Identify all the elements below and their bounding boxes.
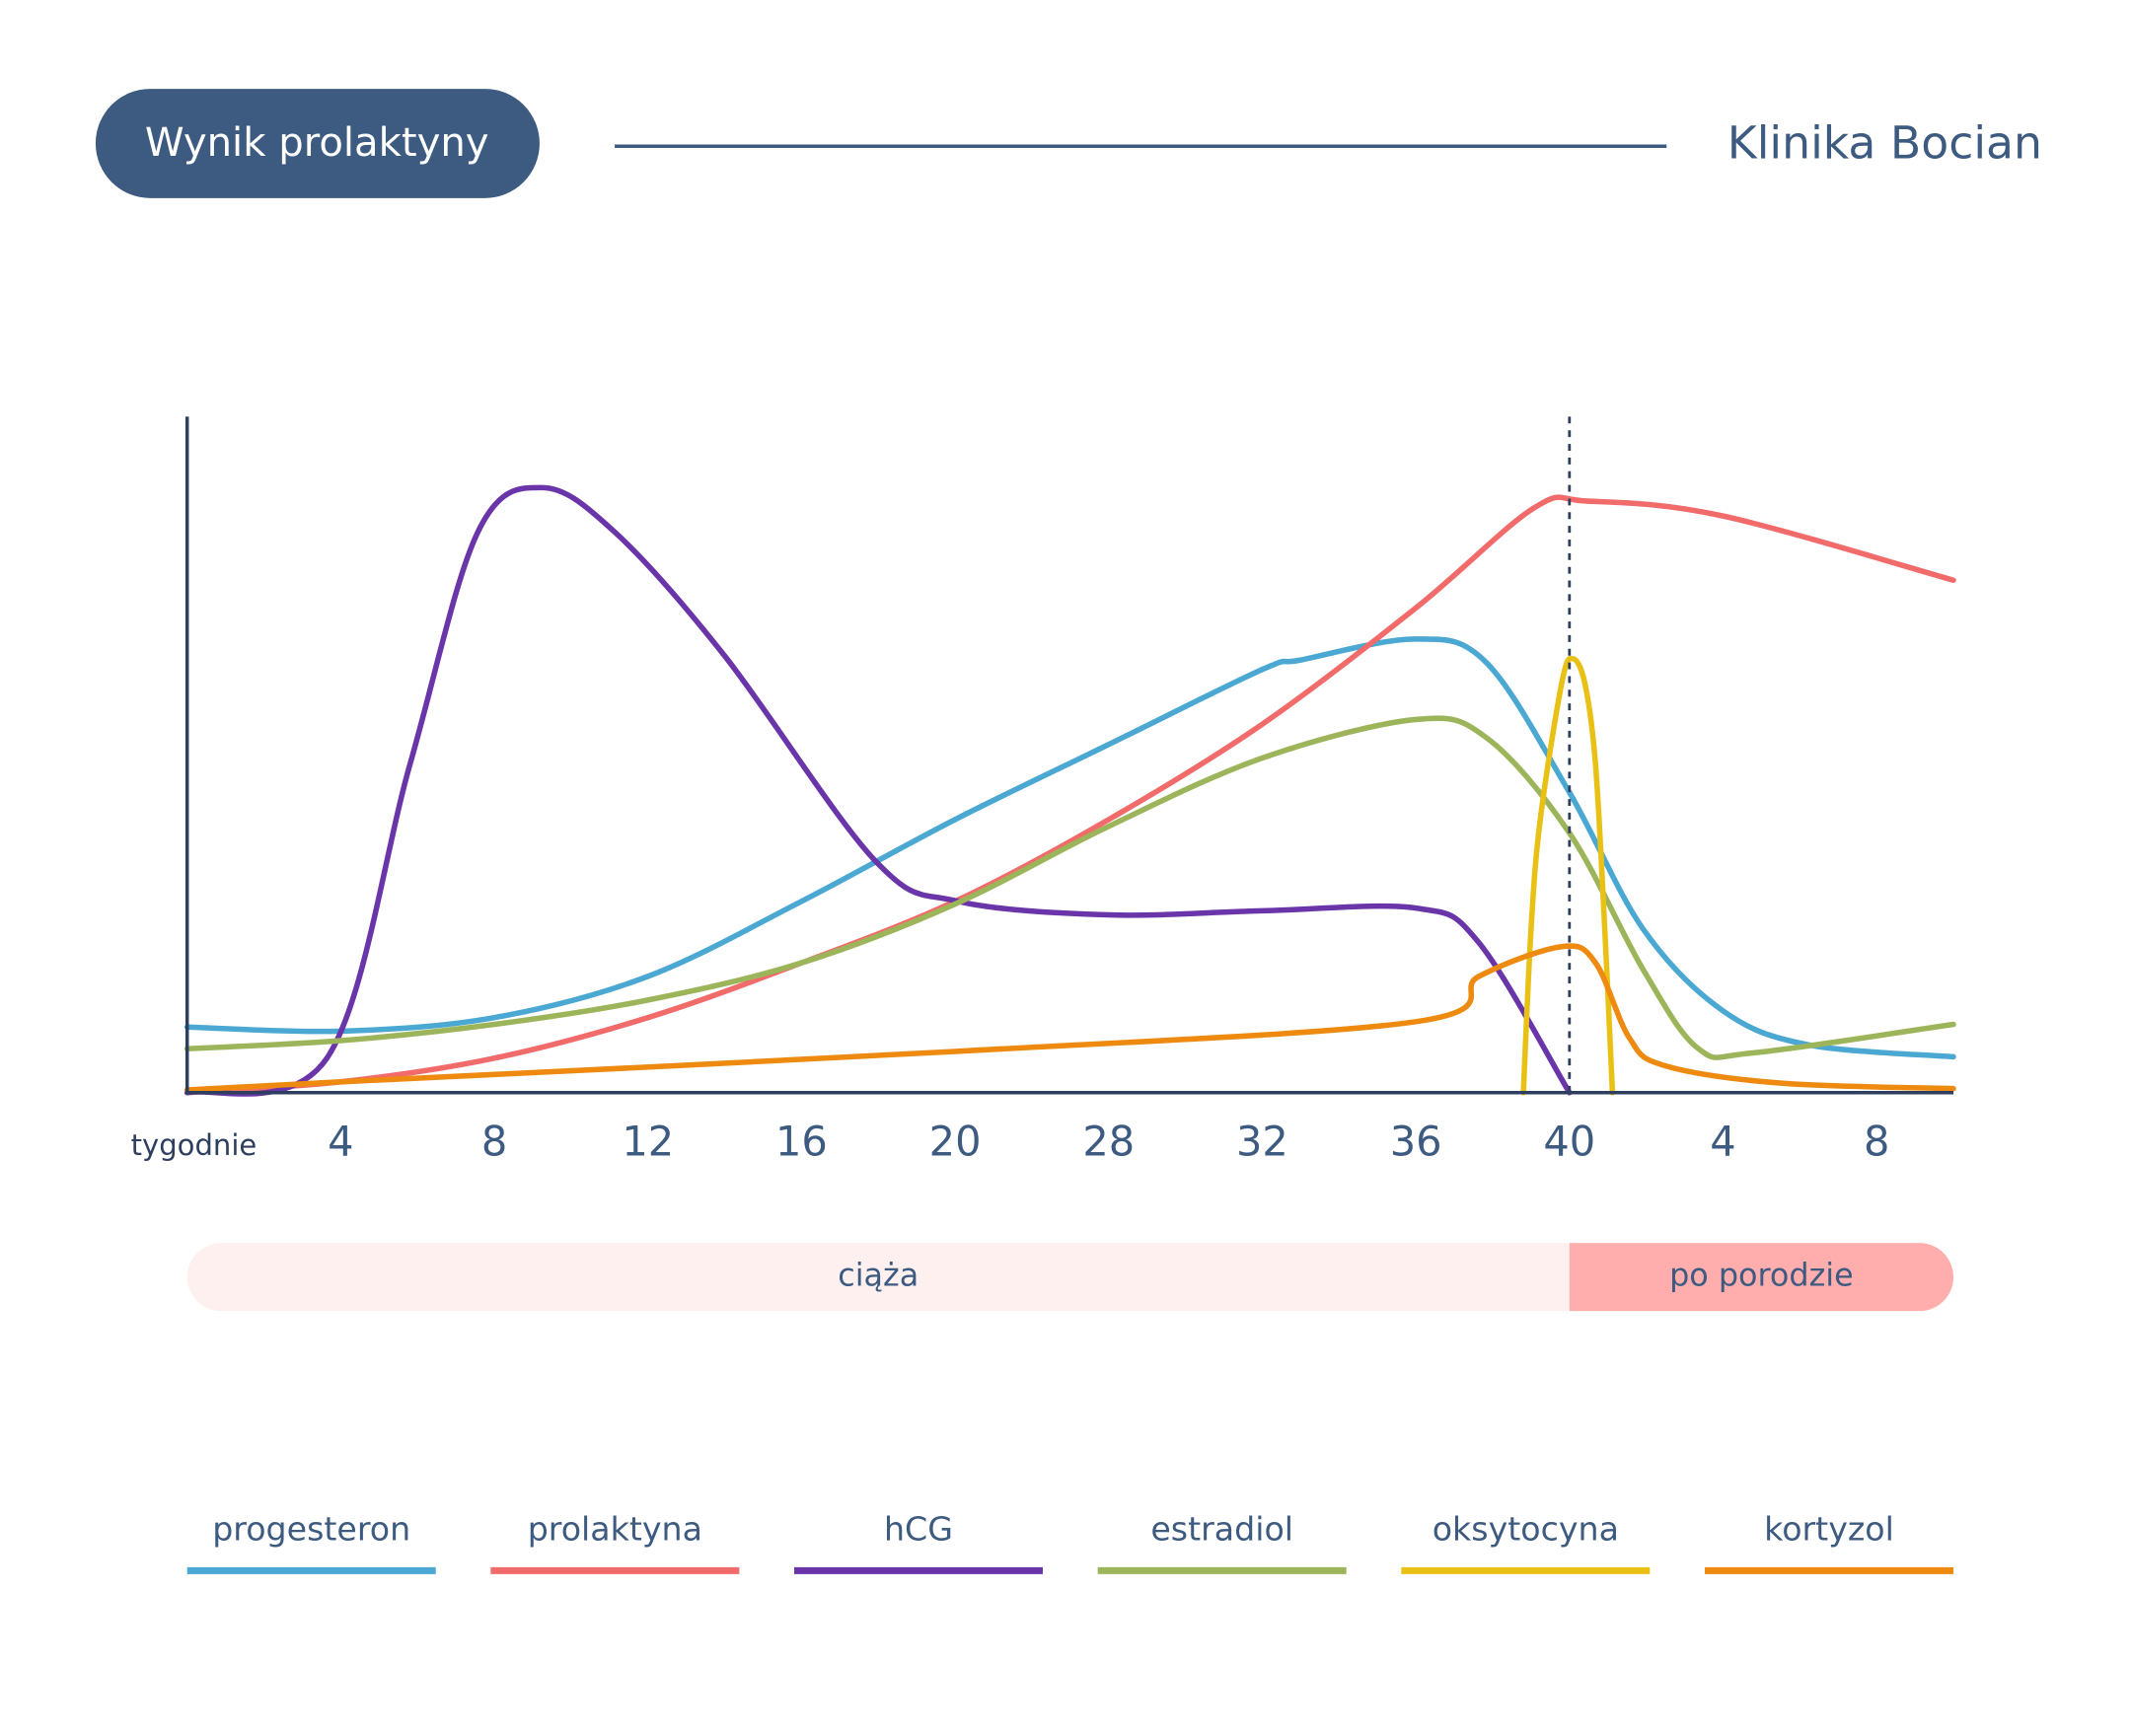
x-tick-label: 32 bbox=[1236, 1117, 1288, 1165]
x-axis-label: tygodnie bbox=[131, 1128, 257, 1162]
series-line bbox=[1520, 655, 1616, 1096]
x-tick-label: 40 bbox=[1543, 1117, 1595, 1165]
phase-label: ciąża bbox=[838, 1257, 919, 1294]
legend-label: oksytocyna bbox=[1433, 1510, 1619, 1549]
series-line bbox=[184, 484, 1573, 1097]
brand: Klinika Bocian bbox=[1727, 117, 2042, 170]
x-tick-label: 20 bbox=[929, 1117, 982, 1165]
legend-label: hCG bbox=[884, 1510, 953, 1549]
series-line bbox=[184, 943, 1956, 1093]
title-badge bbox=[95, 89, 540, 198]
x-tick-label: 8 bbox=[481, 1117, 507, 1165]
x-tick-label: 36 bbox=[1390, 1117, 1442, 1165]
legend-label: progesteron bbox=[212, 1510, 410, 1549]
legend-label: prolaktyna bbox=[528, 1510, 702, 1549]
x-tick-label: 16 bbox=[775, 1117, 828, 1165]
phase-band bbox=[1569, 1243, 1953, 1312]
series-line bbox=[184, 494, 1956, 1096]
x-tick-label: 28 bbox=[1082, 1117, 1135, 1165]
series-line bbox=[184, 715, 1956, 1060]
legend-label: kortyzol bbox=[1764, 1510, 1894, 1549]
x-tick-label: 4 bbox=[1710, 1117, 1735, 1165]
legend-label: estradiol bbox=[1150, 1510, 1293, 1549]
title: Wynik prolaktyny bbox=[145, 120, 489, 166]
series-line bbox=[184, 636, 1956, 1060]
x-tick-label: 8 bbox=[1864, 1117, 1889, 1165]
x-tick-label: 12 bbox=[622, 1117, 674, 1165]
phase-band bbox=[186, 1243, 1570, 1312]
x-tick-label: 4 bbox=[328, 1117, 353, 1165]
phase-label: po porodzie bbox=[1669, 1257, 1854, 1294]
